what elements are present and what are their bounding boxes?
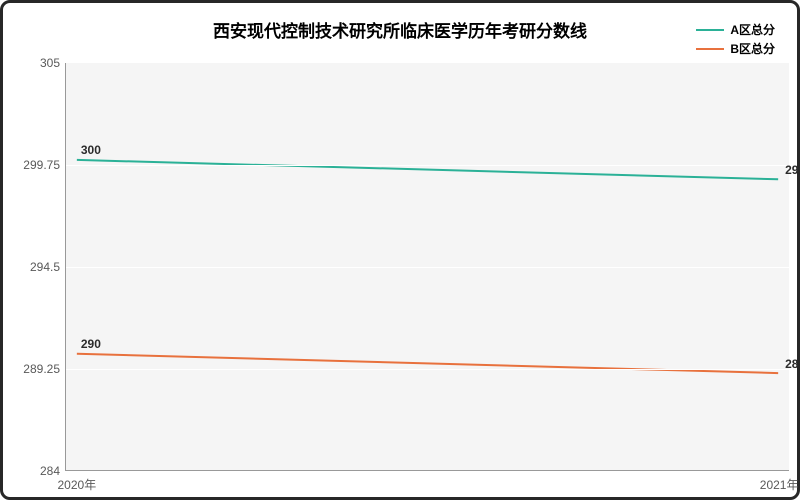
grid-line — [66, 267, 789, 268]
data-label: 289 — [785, 357, 800, 371]
chart-container: 西安现代控制技术研究所临床医学历年考研分数线 A区总分 B区总分 284289.2… — [0, 0, 800, 500]
y-tick-label: 289.25 — [23, 362, 66, 376]
data-label: 300 — [81, 143, 101, 157]
legend-label: A区总分 — [730, 21, 775, 38]
legend-swatch — [696, 29, 724, 31]
y-tick-label: 299.75 — [23, 158, 66, 172]
data-label: 299 — [785, 163, 800, 177]
grid-line — [66, 369, 789, 370]
legend-swatch — [696, 48, 724, 50]
legend-item: B区总分 — [696, 40, 775, 57]
series-line — [77, 354, 778, 373]
y-tick-label: 294.5 — [30, 260, 66, 274]
legend-label: B区总分 — [730, 40, 775, 57]
x-tick-label: 2021年 — [760, 470, 799, 493]
chart-title: 西安现代控制技术研究所临床医学历年考研分数线 — [3, 17, 797, 42]
legend: A区总分 B区总分 — [696, 21, 775, 57]
y-tick-label: 305 — [40, 56, 66, 70]
legend-item: A区总分 — [696, 21, 775, 38]
plot-area: 284289.25294.5299.753052020年2021年3002992… — [65, 63, 789, 471]
x-tick-label: 2020年 — [58, 470, 97, 493]
data-label: 290 — [81, 337, 101, 351]
grid-line — [66, 165, 789, 166]
series-line — [77, 160, 778, 179]
